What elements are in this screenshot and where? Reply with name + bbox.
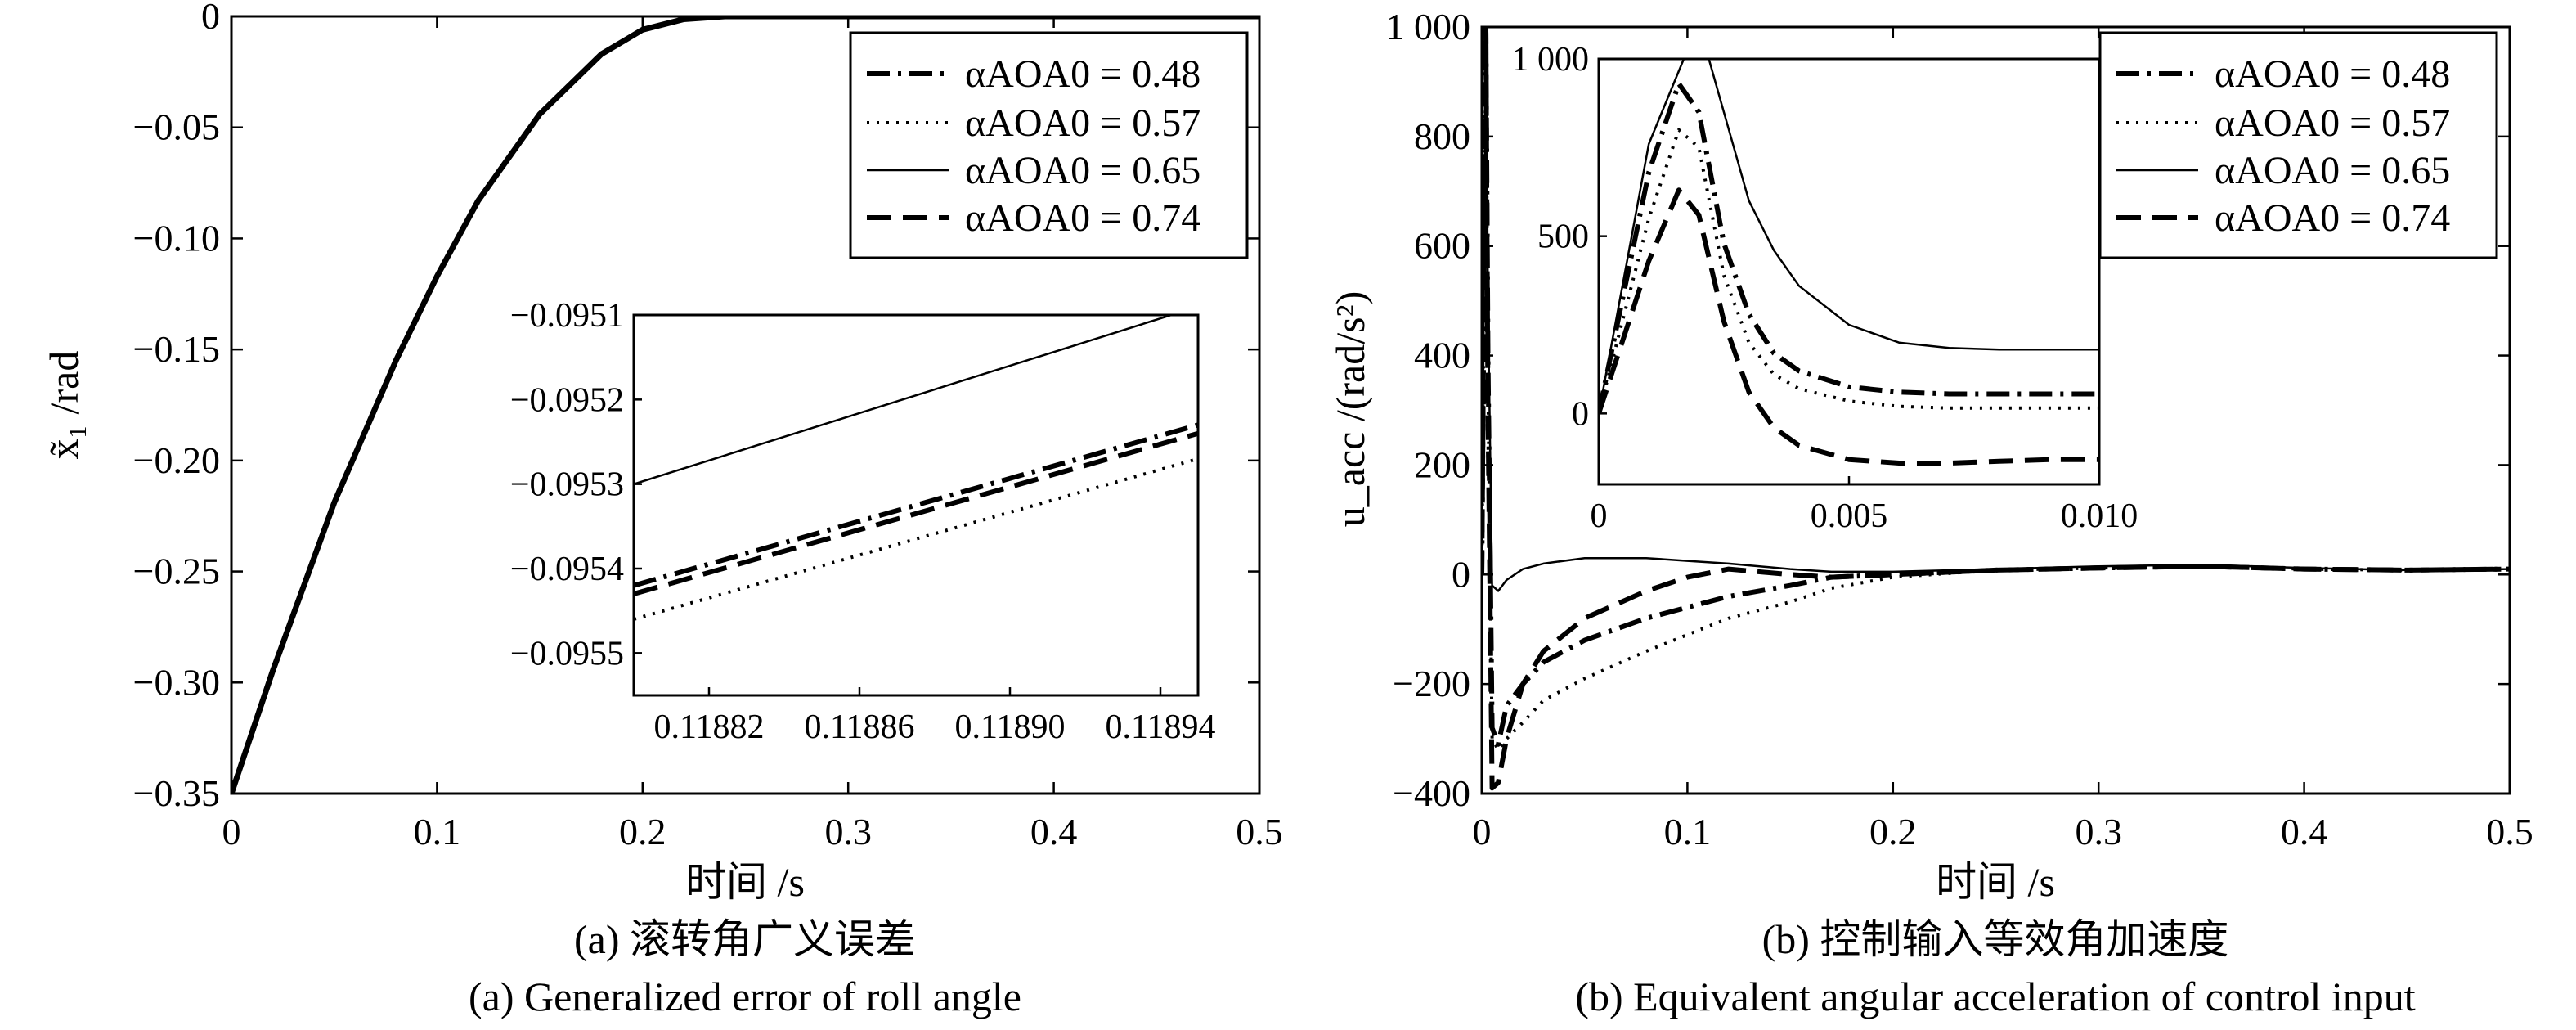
- chart-b-inset-ticks: 0 0.005 0.010 1 000 500 0: [1512, 41, 2138, 535]
- chart-a-inset-area: [632, 313, 1200, 697]
- chart-b-legend-box: [2098, 31, 2498, 259]
- chart-b-inset-series-3: [1599, 187, 2099, 466]
- chart-b-xtick-label-0: 0: [1473, 811, 1492, 852]
- chart-b-ticks: 0 0.1 0.2 0.3 0.4 0.5 1 000 800 600 400 200 0 −200 −4…: [1386, 6, 2533, 852]
- chart-b-xtick-label-3: 0.3: [2075, 811, 2122, 852]
- chart-a-inset-series-0: [634, 422, 1198, 588]
- chart-a-caption-en: (a) Generalized error of roll angle: [469, 974, 1021, 1019]
- chart-b-ytick-label-7: −400: [1393, 772, 1470, 814]
- chart-b-xlabel: 时间 /s: [1936, 859, 2055, 905]
- chart-a-inset-ytick-label-2: −0.0953: [510, 466, 624, 504]
- chart-b: 0 0.1 0.2 0.3 0.4 0.5 1 000 800 600 400 200 0 −200 −4…: [1327, 6, 2533, 1019]
- chart-b-caption-cn: (b) 控制输入等效角加速度: [1762, 916, 2229, 962]
- chart-a: 0 0.1 0.2 0.3 0.4 0.5 0 −0.05 −0.10 −0.15 −0.20 −0.…: [41, 0, 1283, 1019]
- chart-a-ticks: 0 0.1 0.2 0.3 0.4 0.5 0 −0.05 −0.10 −0.15 −0.20 −0.…: [133, 0, 1283, 852]
- chart-a-curve-overlap: [231, 16, 1259, 794]
- chart-a-inset-xtick-label-0: 0.11882: [654, 708, 765, 746]
- chart-a-ytick-label-0: 0: [201, 0, 220, 37]
- chart-b-ytick-label-4: 200: [1414, 443, 1470, 485]
- chart-a-inset-ytick-label-4: −0.0955: [510, 635, 624, 672]
- chart-b-ytick-label-5: 0: [1452, 553, 1470, 595]
- chart-b-inset-area: [1597, 57, 2101, 486]
- chart-a-inset-ytick-label-0: −0.0951: [510, 297, 624, 335]
- chart-b-ytick-label-6: −200: [1393, 663, 1470, 704]
- legend-a-label-3: αAOA0 = 0.65: [965, 149, 1200, 192]
- chart-b-inset-series-2: [1599, 59, 2099, 414]
- chart-b-inset-ytick-label-1: 500: [1537, 218, 1589, 256]
- legend-a-label-1: αAOA0 = 0.48: [965, 52, 1200, 96]
- chart-a-xlabel: 时间 /s: [685, 859, 805, 905]
- chart-a-legend-box: [849, 31, 1249, 259]
- chart-b-inset-xtick-label-2: 0.010: [2061, 497, 2138, 535]
- chart-b-xtick-label-4: 0.4: [2281, 811, 2328, 852]
- chart-a-legend: αAOA0 = 0.48 αAOA0 = 0.57 αAOA0 = 0.65 α…: [849, 31, 1249, 259]
- chart-b-inset-xtick-label-0: 0: [1591, 497, 1608, 535]
- chart-b-lines: [1482, 27, 2510, 791]
- chart-a-inset-xtick-label-2: 0.11890: [955, 708, 1066, 746]
- chart-a-ytick-label-6: −0.30: [133, 661, 220, 703]
- chart-a-ytick-label-5: −0.25: [133, 551, 220, 592]
- chart-a-inset-xtick-label-3: 0.11894: [1106, 708, 1216, 746]
- chart-a-inset-lines: [634, 315, 1198, 621]
- chart-a-inset-ticks: 0.11882 0.11886 0.11890 0.11894 −0.0951 −0.09…: [510, 297, 1216, 746]
- chart-a-caption-cn: (a) 滚转角广义误差: [574, 916, 916, 962]
- chart-a-inset-series-3: [634, 430, 1198, 596]
- chart-b-xtick-label-1: 0.1: [1664, 811, 1712, 852]
- chart-b-inset-lines: [1599, 59, 2099, 466]
- chart-a-ytick-label-7: −0.35: [133, 772, 220, 814]
- chart-b-ytick-label-1: 800: [1414, 115, 1470, 157]
- chart-a-xtick-label-5: 0.5: [1236, 811, 1283, 852]
- chart-a-lines: [231, 16, 1259, 794]
- chart-b-ytick-label-3: 400: [1414, 335, 1470, 376]
- legend-b-label-3: αAOA0 = 0.65: [2215, 149, 2450, 192]
- chart-a-xtick-label-2: 0.2: [619, 811, 666, 852]
- chart-a-inset-series-2: [634, 315, 1175, 485]
- chart-a-ytick-label-1: −0.05: [133, 106, 220, 148]
- chart-b-inset-series-0: [1599, 81, 2099, 414]
- chart-b-inset-ytick-label-0: 1 000: [1512, 41, 1590, 79]
- legend-b-label-2: αAOA0 = 0.57: [2215, 101, 2450, 145]
- chart-a-xtick-label-3: 0.3: [824, 811, 872, 852]
- chart-b-ytick-label-2: 600: [1414, 225, 1470, 267]
- chart-b-inset-ytick-label-2: 0: [1572, 395, 1589, 433]
- chart-a-inset: 0.11882 0.11886 0.11890 0.11894 −0.0951 −0.09…: [510, 297, 1216, 746]
- chart-a-xtick-label-4: 0.4: [1030, 811, 1078, 852]
- chart-b-inset-xtick-label-1: 0.005: [1811, 497, 1888, 535]
- chart-a-inset-ytick-label-1: −0.0952: [510, 381, 624, 419]
- legend-a-label-2: αAOA0 = 0.57: [965, 101, 1200, 145]
- chart-a-ytick-label-3: −0.15: [133, 328, 220, 370]
- chart-b-legend: αAOA0 = 0.48 αAOA0 = 0.57 αAOA0 = 0.65 α…: [2098, 31, 2498, 259]
- legend-a-label-4: αAOA0 = 0.74: [965, 196, 1200, 240]
- chart-a-xtick-label-0: 0: [222, 811, 241, 852]
- chart-b-inset-series-1: [1599, 128, 2099, 414]
- chart-a-xtick-label-1: 0.1: [414, 811, 461, 852]
- legend-b-label-4: αAOA0 = 0.74: [2215, 196, 2450, 240]
- chart-a-ytick-label-4: −0.20: [133, 439, 220, 481]
- legend-b-label-1: αAOA0 = 0.48: [2215, 52, 2450, 96]
- chart-b-xtick-label-2: 0.2: [1869, 811, 1917, 852]
- chart-a-inset-ytick-label-3: −0.0954: [510, 551, 624, 588]
- chart-a-ylabel: x̃₁ /rad: [41, 351, 87, 460]
- chart-b-caption-en: (b) Equivalent angular acceleration of c…: [1575, 974, 2415, 1019]
- chart-a-inset-xtick-label-1: 0.11886: [805, 708, 915, 746]
- chart-b-ytick-label-0: 1 000: [1386, 6, 1471, 47]
- chart-b-series-3: [1482, 27, 2510, 791]
- chart-b-ylabel: u_acc /(rad/s²): [1327, 291, 1373, 527]
- chart-a-ytick-label-2: −0.10: [133, 217, 220, 259]
- chart-b-inset: 0 0.005 0.010 1 000 500 0: [1512, 41, 2138, 535]
- chart-b-xtick-label-5: 0.5: [2486, 811, 2533, 852]
